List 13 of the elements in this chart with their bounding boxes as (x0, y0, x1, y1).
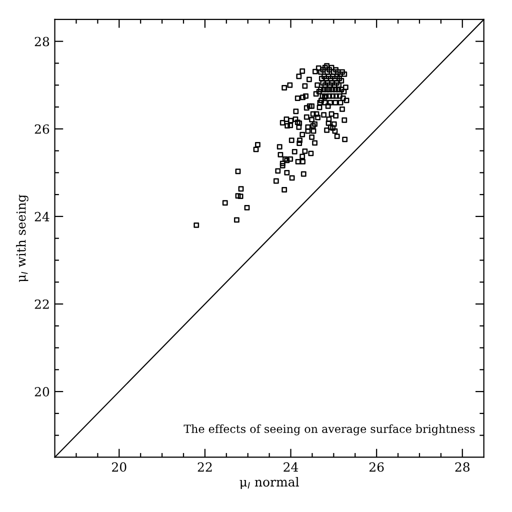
x-tick-label: 22 (198, 462, 212, 472)
x-tick-label: 26 (369, 462, 384, 472)
annotation: The effects of seeing on average surface brightness (184, 424, 475, 436)
x-tick-label: 20 (112, 462, 126, 472)
x-tick-label: 28 (455, 462, 470, 472)
y-axis-title: μ$_{I}$ with seeing (16, 194, 28, 282)
x-tick-label: 24 (284, 462, 298, 472)
y-tick-label: 20 (34, 387, 50, 396)
y-tick-label: 28 (34, 36, 50, 46)
y-tick-label: 24 (34, 212, 50, 222)
x-axis-title: μ$_{I}$ normal (240, 476, 299, 490)
y-tick-label: 26 (34, 124, 50, 134)
y-tick-label: 22 (34, 299, 49, 309)
